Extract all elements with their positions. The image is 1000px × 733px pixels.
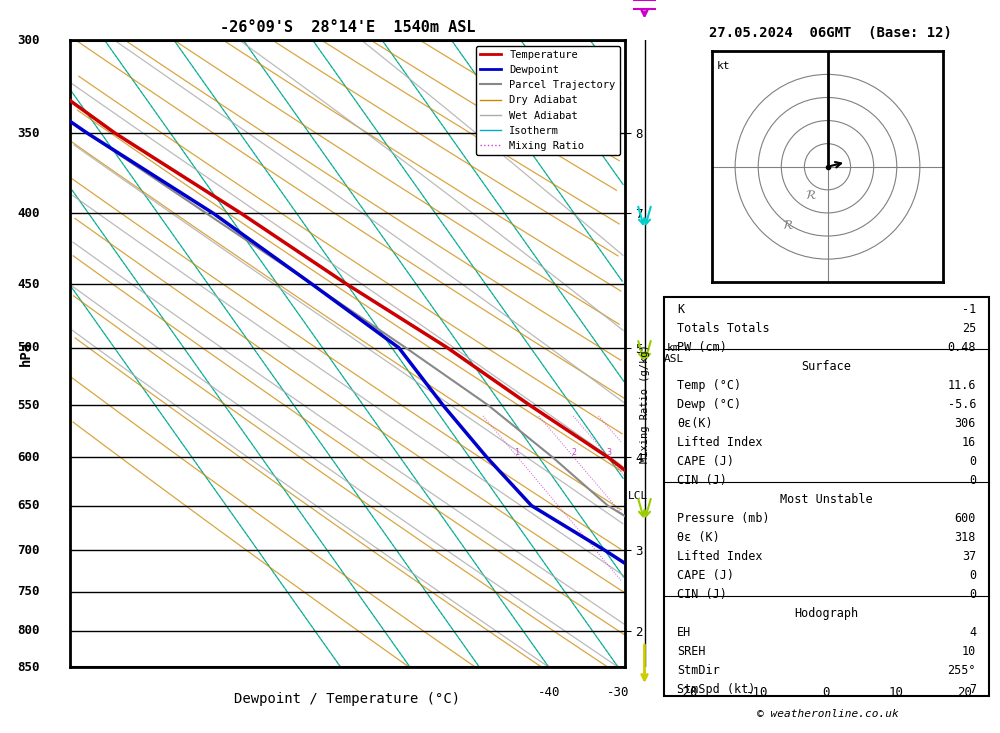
Text: Hodograph: Hodograph [794,607,859,620]
Text: 10: 10 [888,686,903,699]
Text: 4: 4 [969,626,976,639]
Text: Mixing Ratio (g/kg): Mixing Ratio (g/kg) [640,344,650,463]
Text: 750: 750 [17,585,39,598]
Text: Lifted Index: Lifted Index [677,435,763,449]
Legend: Temperature, Dewpoint, Parcel Trajectory, Dry Adiabat, Wet Adiabat, Isotherm, Mi: Temperature, Dewpoint, Parcel Trajectory… [476,45,620,155]
Text: © weatheronline.co.uk: © weatheronline.co.uk [757,709,899,719]
Text: Lifted Index: Lifted Index [677,550,763,563]
Text: 25: 25 [962,322,976,334]
Text: 255°: 255° [948,664,976,677]
Text: 550: 550 [17,399,39,411]
Text: 0: 0 [969,588,976,601]
Text: hPa: hPa [19,341,33,366]
Text: 0: 0 [969,454,976,468]
Text: $\mathcal{R}$: $\mathcal{R}$ [805,189,817,202]
Text: 0.48: 0.48 [948,341,976,353]
Y-axis label: km
ASL: km ASL [663,343,684,364]
Text: 0: 0 [969,569,976,582]
Text: 600: 600 [17,451,39,464]
Text: K: K [677,303,684,316]
Text: StmDir: StmDir [677,664,720,677]
Text: 10: 10 [962,645,976,658]
Text: 7: 7 [969,683,976,696]
Text: Pressure (mb): Pressure (mb) [677,512,770,525]
Text: 850: 850 [17,660,39,674]
Text: 500: 500 [17,342,39,354]
Text: kt: kt [717,61,730,70]
X-axis label: Dewpoint / Temperature (°C): Dewpoint / Temperature (°C) [234,692,461,706]
Text: -1: -1 [962,303,976,316]
Text: -10: -10 [746,686,768,699]
Text: θε(K): θε(K) [677,417,713,430]
Text: 16: 16 [962,435,976,449]
Text: 306: 306 [955,417,976,430]
Text: Most Unstable: Most Unstable [780,493,873,506]
Text: 3: 3 [606,449,611,457]
Text: -20: -20 [676,686,699,699]
Text: Dewp (°C): Dewp (°C) [677,398,741,410]
Text: 450: 450 [17,278,39,291]
Text: SREH: SREH [677,645,706,658]
Text: CIN (J): CIN (J) [677,474,727,487]
Text: 20: 20 [957,686,972,699]
Text: CAPE (J): CAPE (J) [677,569,734,582]
Text: 300: 300 [17,34,39,47]
Text: Totals Totals: Totals Totals [677,322,770,334]
Text: 350: 350 [17,127,39,139]
Text: PW (cm): PW (cm) [677,341,727,353]
Text: 0: 0 [969,474,976,487]
Text: CAPE (J): CAPE (J) [677,454,734,468]
Text: 37: 37 [962,550,976,563]
Text: EH: EH [677,626,691,639]
Text: -40: -40 [537,686,560,699]
Text: 700: 700 [17,544,39,556]
Text: -5.6: -5.6 [948,398,976,410]
Text: StmSpd (kt): StmSpd (kt) [677,683,755,696]
Title: -26°09'S  28°14'E  1540m ASL: -26°09'S 28°14'E 1540m ASL [220,20,475,35]
Text: -30: -30 [607,686,629,699]
Text: 27.05.2024  06GMT  (Base: 12): 27.05.2024 06GMT (Base: 12) [709,26,951,40]
Text: θε (K): θε (K) [677,531,720,544]
Text: 400: 400 [17,207,39,220]
Text: $\mathcal{R}$: $\mathcal{R}$ [782,219,794,232]
Text: 650: 650 [17,499,39,512]
Text: CIN (J): CIN (J) [677,588,727,601]
Text: 318: 318 [955,531,976,544]
Text: 2: 2 [571,449,576,457]
Text: Temp (°C): Temp (°C) [677,379,741,391]
Text: 800: 800 [17,624,39,637]
Text: 11.6: 11.6 [948,379,976,391]
Text: Surface: Surface [802,360,851,372]
Text: LCL: LCL [628,491,648,501]
Text: 600: 600 [955,512,976,525]
Text: 0: 0 [822,686,830,699]
Text: 1: 1 [515,449,520,457]
